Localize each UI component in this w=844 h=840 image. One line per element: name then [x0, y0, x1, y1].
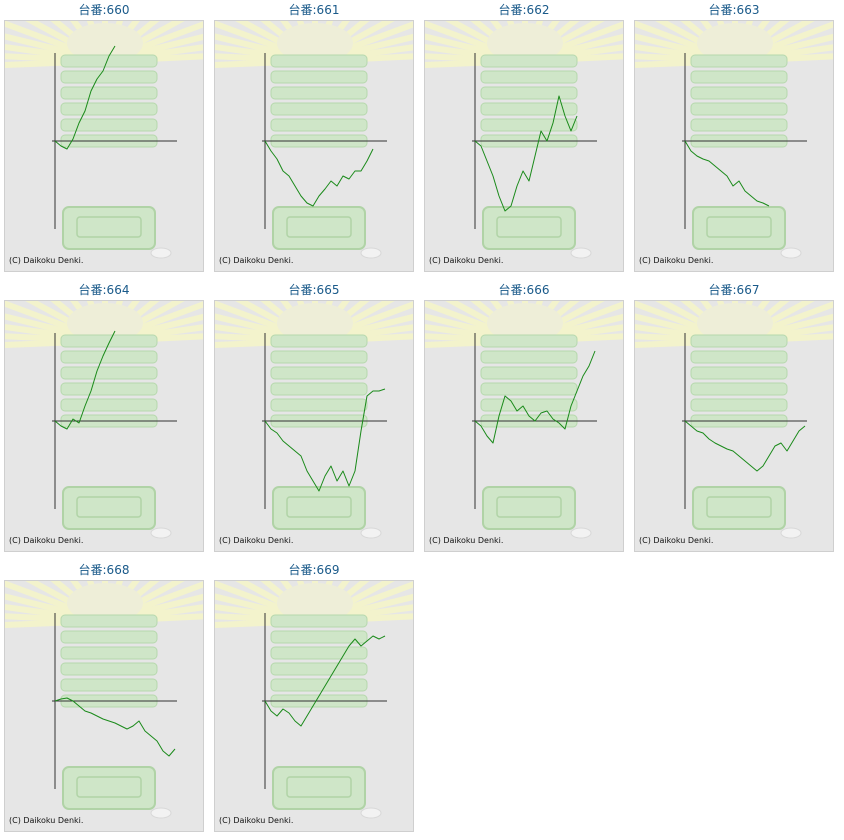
series-line — [474, 350, 596, 444]
slump-graph — [635, 301, 833, 539]
series-line — [54, 330, 116, 430]
copyright-text: (C) Daikoku Denki. — [429, 536, 504, 545]
background-artwork — [215, 581, 413, 819]
series-line — [264, 388, 386, 492]
graph-panel: (C) Daikoku Denki. — [214, 300, 414, 552]
machine-number-title[interactable]: 台番:668 — [78, 563, 130, 577]
machine-number-title[interactable]: 台番:669 — [288, 563, 340, 577]
series-line — [684, 140, 770, 207]
series-line — [54, 45, 116, 150]
copyright-text: (C) Daikoku Denki. — [639, 256, 714, 265]
background-artwork — [635, 21, 833, 259]
machine-card: 台番:662 (C) Daikoku Denki. — [422, 0, 626, 274]
machine-card: 台番:664 (C) Daikoku Denki. — [2, 280, 206, 554]
series-line — [684, 420, 806, 472]
slump-graph — [5, 301, 203, 539]
graph-panel: (C) Daikoku Denki. — [214, 20, 414, 272]
graph-panel: (C) Daikoku Denki. — [634, 300, 834, 552]
copyright-text: (C) Daikoku Denki. — [429, 256, 504, 265]
background-artwork — [425, 301, 623, 539]
machine-card: 台番:663 (C) Daikoku Denki. — [632, 0, 836, 274]
slump-graph — [215, 21, 413, 259]
graph-panel: (C) Daikoku Denki. — [634, 20, 834, 272]
background-artwork — [5, 301, 203, 539]
graph-panel: (C) Daikoku Denki. — [4, 300, 204, 552]
copyright-text: (C) Daikoku Denki. — [639, 536, 714, 545]
machine-card: 台番:665 (C) Daikoku Denki. — [212, 280, 416, 554]
machine-number-title[interactable]: 台番:661 — [288, 3, 340, 17]
machine-number-title[interactable]: 台番:666 — [498, 283, 550, 297]
graph-panel: (C) Daikoku Denki. — [424, 300, 624, 552]
background-artwork — [215, 301, 413, 539]
copyright-text: (C) Daikoku Denki. — [219, 536, 294, 545]
machine-number-title[interactable]: 台番:663 — [708, 3, 760, 17]
slump-graph — [425, 21, 623, 259]
slump-graph — [5, 21, 203, 259]
background-artwork — [215, 21, 413, 259]
copyright-text: (C) Daikoku Denki. — [219, 816, 294, 825]
machine-number-title[interactable]: 台番:667 — [708, 283, 760, 297]
series-line — [54, 697, 176, 757]
copyright-text: (C) Daikoku Denki. — [9, 256, 84, 265]
copyright-text: (C) Daikoku Denki. — [9, 536, 84, 545]
background-artwork — [5, 21, 203, 259]
slump-graph — [635, 21, 833, 259]
slump-graph — [215, 581, 413, 819]
slump-graph — [425, 301, 623, 539]
machine-number-title[interactable]: 台番:664 — [78, 283, 130, 297]
machine-card: 台番:661 (C) Daikoku Denki. — [212, 0, 416, 274]
machine-number-title[interactable]: 台番:665 — [288, 283, 340, 297]
machine-card: 台番:666 (C) Daikoku Denki. — [422, 280, 626, 554]
graph-panel: (C) Daikoku Denki. — [214, 580, 414, 832]
machine-card: 台番:667 (C) Daikoku Denki. — [632, 280, 836, 554]
series-line — [474, 95, 578, 212]
graph-panel: (C) Daikoku Denki. — [424, 20, 624, 272]
series-line — [264, 140, 374, 207]
slump-graph — [215, 301, 413, 539]
graph-panel: (C) Daikoku Denki. — [4, 580, 204, 832]
copyright-text: (C) Daikoku Denki. — [9, 816, 84, 825]
copyright-text: (C) Daikoku Denki. — [219, 256, 294, 265]
graph-panel: (C) Daikoku Denki. — [4, 20, 204, 272]
machine-number-title[interactable]: 台番:662 — [498, 3, 550, 17]
machine-number-title[interactable]: 台番:660 — [78, 3, 130, 17]
slump-graph — [5, 581, 203, 819]
background-artwork — [5, 581, 203, 819]
background-artwork — [635, 301, 833, 539]
background-artwork — [425, 21, 623, 259]
machine-card: 台番:660 (C) Daikoku Denki. — [2, 0, 206, 274]
series-line — [264, 635, 386, 727]
machine-card: 台番:668 (C) Daikoku Denki. — [2, 560, 206, 834]
machine-card: 台番:669 (C) Daikoku Denki. — [212, 560, 416, 834]
